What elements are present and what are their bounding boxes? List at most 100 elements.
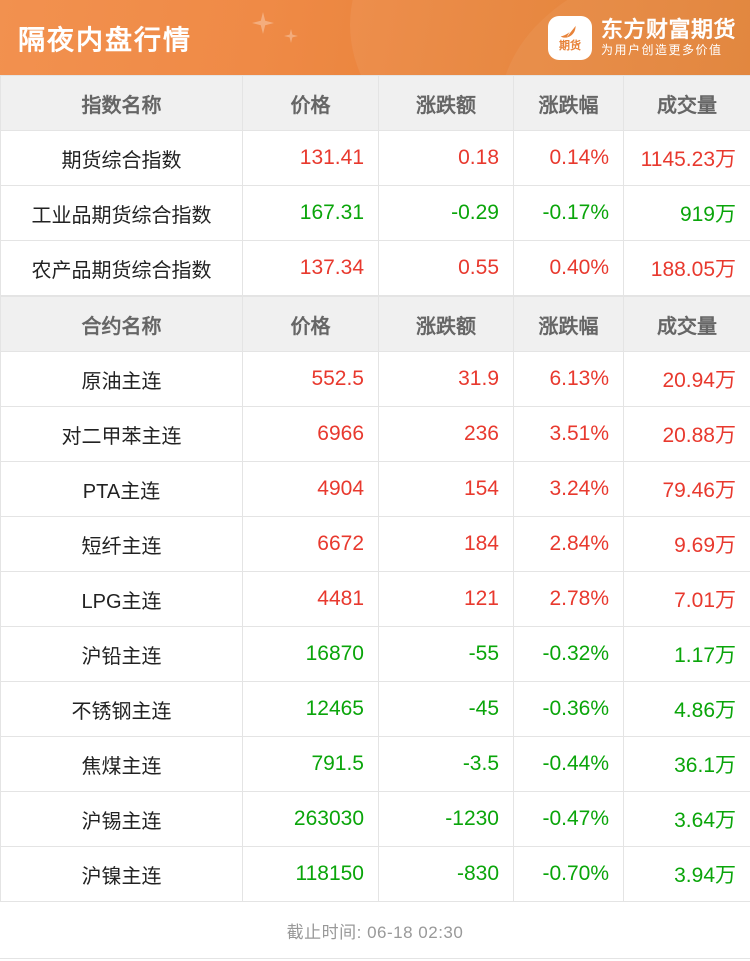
- cutoff-time-footer: 截止时间: 06-18 02:30: [0, 902, 750, 959]
- contract-price-cell: 552.5: [242, 351, 379, 407]
- contract-change-cell: 121: [378, 571, 514, 627]
- index-change-cell: 0.18: [378, 130, 514, 186]
- brand-text-block: 东方财富期货 为用户创造更多价值: [600, 16, 736, 58]
- contract-volume-cell: 3.64万: [623, 791, 750, 847]
- contract-change-cell: 184: [378, 516, 514, 572]
- index-pct-cell: 0.14%: [513, 130, 624, 186]
- contract-change-cell: 154: [378, 461, 514, 517]
- contract-pct-cell: 6.13%: [513, 351, 624, 407]
- logo-mark-icon: 期货: [547, 15, 592, 60]
- column-header-change-pct: 涨跌幅: [513, 75, 624, 131]
- contract-name-cell: LPG主连: [0, 571, 243, 627]
- contract-change-cell: -3.5: [378, 736, 514, 792]
- brand-logo: 期货 东方财富期货 为用户创造更多价值: [547, 15, 736, 60]
- index-pct-cell: 0.40%: [513, 240, 624, 296]
- contract-price-cell: 791.5: [242, 736, 379, 792]
- index-quote-table: 指数名称 价格 涨跌额 涨跌幅 成交量 期货综合指数 131.41 0.18 0…: [0, 75, 750, 296]
- index-price-cell: 131.41: [242, 130, 379, 186]
- contract-quote-table: 合约名称 价格 涨跌额 涨跌幅 成交量 原油主连 552.5 31.9 6.13…: [0, 296, 750, 902]
- index-change-cell: 0.55: [378, 240, 514, 296]
- contract-pct-cell: 2.84%: [513, 516, 624, 572]
- page-banner: 隔夜内盘行情 期货 东方财富期货 为用户创造更多价值: [0, 0, 750, 75]
- column-header-change: 涨跌额: [378, 296, 514, 352]
- contract-pct-cell: 2.78%: [513, 571, 624, 627]
- index-change-cell: -0.29: [378, 185, 514, 241]
- contract-volume-cell: 36.1万: [623, 736, 750, 792]
- contract-volume-cell: 1.17万: [623, 626, 750, 682]
- column-header-contract-name: 合约名称: [0, 296, 243, 352]
- contract-change-cell: -55: [378, 626, 514, 682]
- contract-table-body: 原油主连 552.5 31.9 6.13% 20.94万 对二甲苯主连 6966…: [0, 351, 750, 902]
- index-volume-cell: 1145.23万: [623, 130, 750, 186]
- contract-price-cell: 4904: [242, 461, 379, 517]
- table-row[interactable]: LPG主连 4481 121 2.78% 7.01万: [0, 571, 750, 627]
- brand-name: 东方财富期货: [600, 16, 736, 42]
- table-row[interactable]: 沪镍主连 118150 -830 -0.70% 3.94万: [0, 846, 750, 902]
- contract-volume-cell: 7.01万: [623, 571, 750, 627]
- page-title: 隔夜内盘行情: [18, 25, 192, 55]
- column-header-change: 涨跌额: [378, 75, 514, 131]
- index-name-cell: 期货综合指数: [0, 130, 243, 186]
- table-row[interactable]: 原油主连 552.5 31.9 6.13% 20.94万: [0, 351, 750, 407]
- index-table-body: 期货综合指数 131.41 0.18 0.14% 1145.23万 工业品期货综…: [0, 130, 750, 296]
- contract-pct-cell: -0.36%: [513, 681, 624, 737]
- contract-pct-cell: -0.70%: [513, 846, 624, 902]
- contract-name-cell: 对二甲苯主连: [0, 406, 243, 462]
- contract-change-cell: 31.9: [378, 351, 514, 407]
- contract-volume-cell: 9.69万: [623, 516, 750, 572]
- contract-name-cell: 原油主连: [0, 351, 243, 407]
- sparkle-icon-large: [252, 12, 274, 34]
- contract-price-cell: 6966: [242, 406, 379, 462]
- contract-volume-cell: 20.94万: [623, 351, 750, 407]
- logo-mark-label: 期货: [558, 39, 581, 52]
- contract-pct-cell: 3.51%: [513, 406, 624, 462]
- contract-pct-cell: 3.24%: [513, 461, 624, 517]
- sparkle-icon-small: [284, 29, 298, 43]
- contract-table-header-row: 合约名称 价格 涨跌额 涨跌幅 成交量: [0, 296, 750, 352]
- table-row[interactable]: 短纤主连 6672 184 2.84% 9.69万: [0, 516, 750, 572]
- index-volume-cell: 919万: [623, 185, 750, 241]
- column-header-index-name: 指数名称: [0, 75, 243, 131]
- table-row[interactable]: 农产品期货综合指数 137.34 0.55 0.40% 188.05万: [0, 240, 750, 296]
- contract-price-cell: 263030: [242, 791, 379, 847]
- contract-change-cell: -1230: [378, 791, 514, 847]
- contract-pct-cell: -0.44%: [513, 736, 624, 792]
- index-table-header-row: 指数名称 价格 涨跌额 涨跌幅 成交量: [0, 75, 750, 131]
- contract-name-cell: 沪锡主连: [0, 791, 243, 847]
- column-header-price: 价格: [242, 296, 379, 352]
- contract-name-cell: 沪镍主连: [0, 846, 243, 902]
- contract-price-cell: 12465: [242, 681, 379, 737]
- table-row[interactable]: 沪锡主连 263030 -1230 -0.47% 3.64万: [0, 791, 750, 847]
- table-row[interactable]: 期货综合指数 131.41 0.18 0.14% 1145.23万: [0, 130, 750, 186]
- index-volume-cell: 188.05万: [623, 240, 750, 296]
- table-row[interactable]: 不锈钢主连 12465 -45 -0.36% 4.86万: [0, 681, 750, 737]
- contract-volume-cell: 79.46万: [623, 461, 750, 517]
- contract-pct-cell: -0.32%: [513, 626, 624, 682]
- contract-volume-cell: 4.86万: [623, 681, 750, 737]
- contract-pct-cell: -0.47%: [513, 791, 624, 847]
- column-header-volume: 成交量: [623, 75, 750, 131]
- table-row[interactable]: 沪铅主连 16870 -55 -0.32% 1.17万: [0, 626, 750, 682]
- column-header-change-pct: 涨跌幅: [513, 296, 624, 352]
- contract-volume-cell: 3.94万: [623, 846, 750, 902]
- table-row[interactable]: 工业品期货综合指数 167.31 -0.29 -0.17% 919万: [0, 185, 750, 241]
- contract-volume-cell: 20.88万: [623, 406, 750, 462]
- contract-name-cell: 焦煤主连: [0, 736, 243, 792]
- contract-price-cell: 16870: [242, 626, 379, 682]
- contract-price-cell: 118150: [242, 846, 379, 902]
- contract-name-cell: 不锈钢主连: [0, 681, 243, 737]
- column-header-volume: 成交量: [623, 296, 750, 352]
- brand-tagline: 为用户创造更多价值: [600, 42, 723, 57]
- bird-icon: [561, 25, 577, 38]
- index-price-cell: 137.34: [242, 240, 379, 296]
- contract-change-cell: -830: [378, 846, 514, 902]
- table-row[interactable]: PTA主连 4904 154 3.24% 79.46万: [0, 461, 750, 517]
- column-header-price: 价格: [242, 75, 379, 131]
- table-row[interactable]: 焦煤主连 791.5 -3.5 -0.44% 36.1万: [0, 736, 750, 792]
- index-name-cell: 农产品期货综合指数: [0, 240, 243, 296]
- index-pct-cell: -0.17%: [513, 185, 624, 241]
- contract-price-cell: 4481: [242, 571, 379, 627]
- contract-change-cell: 236: [378, 406, 514, 462]
- table-row[interactable]: 对二甲苯主连 6966 236 3.51% 20.88万: [0, 406, 750, 462]
